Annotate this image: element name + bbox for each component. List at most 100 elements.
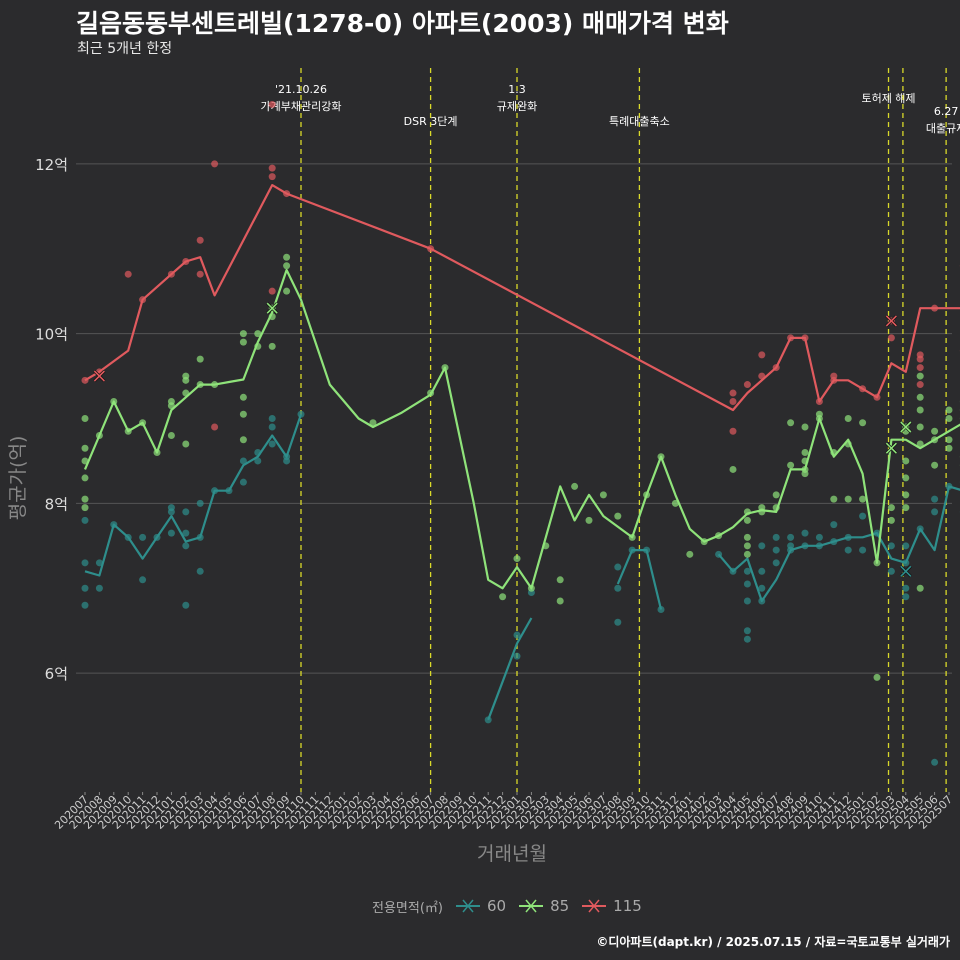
point-60 bbox=[196, 499, 204, 507]
point-60 bbox=[772, 533, 780, 541]
point-85 bbox=[902, 474, 910, 482]
point-85 bbox=[585, 516, 593, 524]
point-115 bbox=[268, 173, 276, 181]
series-line-60 bbox=[487, 617, 533, 721]
point-85 bbox=[167, 398, 175, 406]
point-85 bbox=[571, 482, 579, 490]
point-85 bbox=[182, 372, 190, 380]
series-line-115 bbox=[84, 184, 960, 412]
event-label: 규제완화 bbox=[497, 100, 537, 113]
legend-item-85: 85 bbox=[518, 896, 569, 916]
point-60 bbox=[830, 521, 838, 529]
point-60 bbox=[196, 567, 204, 575]
x-axis-title: 거래년월 bbox=[477, 843, 547, 865]
point-85 bbox=[254, 330, 262, 338]
point-85 bbox=[556, 576, 564, 584]
point-60 bbox=[787, 542, 795, 550]
y-axis: 6억 8억 10억 12억 bbox=[35, 156, 68, 683]
point-60 bbox=[95, 559, 103, 567]
point-115 bbox=[916, 381, 924, 389]
point-60 bbox=[239, 457, 247, 465]
point-115 bbox=[887, 334, 895, 342]
point-85 bbox=[499, 593, 507, 601]
point-85 bbox=[81, 474, 89, 482]
point-85 bbox=[945, 436, 953, 444]
x-axis: 2020072020082020092020102020112020122021… bbox=[52, 792, 955, 832]
legend-label-60: 60 bbox=[486, 897, 507, 915]
point-60 bbox=[297, 410, 305, 418]
point-60 bbox=[81, 584, 89, 592]
event-label: '21.10.26 bbox=[275, 83, 327, 96]
point-85 bbox=[801, 423, 809, 431]
point-60 bbox=[139, 576, 147, 584]
point-85 bbox=[743, 550, 751, 558]
point-60 bbox=[859, 546, 867, 554]
point-60 bbox=[182, 601, 190, 609]
point-115 bbox=[743, 381, 751, 389]
point-85 bbox=[239, 330, 247, 338]
marker-x-115 bbox=[885, 315, 897, 327]
point-85 bbox=[239, 338, 247, 346]
point-85 bbox=[513, 555, 521, 563]
point-60 bbox=[268, 415, 276, 423]
point-60 bbox=[931, 508, 939, 516]
point-60 bbox=[758, 584, 766, 592]
y-tick-label: 6억 bbox=[45, 665, 68, 683]
point-115 bbox=[268, 164, 276, 172]
point-60 bbox=[614, 563, 622, 571]
point-85 bbox=[556, 597, 564, 605]
point-85 bbox=[239, 436, 247, 444]
chart-title: 길음동동부센트레빌(1278-0) 아파트(2003) 매매가격 변화 bbox=[76, 9, 729, 38]
point-60 bbox=[887, 542, 895, 550]
point-85 bbox=[844, 415, 852, 423]
point-60 bbox=[614, 618, 622, 626]
point-60 bbox=[772, 546, 780, 554]
point-85 bbox=[196, 355, 204, 363]
point-60 bbox=[758, 542, 766, 550]
y-tick-label: 12억 bbox=[35, 156, 68, 174]
legend: 전용면적(㎡) 60 85 115 bbox=[372, 896, 646, 916]
point-115 bbox=[729, 427, 737, 435]
point-85 bbox=[743, 533, 751, 541]
chart-subtitle: 최근 5개년 한정 bbox=[77, 41, 173, 57]
point-60 bbox=[902, 542, 910, 550]
series-line-60 bbox=[616, 549, 663, 610]
point-60 bbox=[931, 495, 939, 503]
point-60 bbox=[772, 559, 780, 567]
point-115 bbox=[268, 287, 276, 295]
point-85 bbox=[743, 516, 751, 524]
event-label: 토허제 해제 bbox=[861, 91, 915, 105]
point-85 bbox=[931, 427, 939, 435]
point-60 bbox=[743, 635, 751, 643]
source-caption: ©디아파트(dapt.kr) / 2025.07.15 / 자료=국토교통부 실… bbox=[596, 935, 950, 949]
point-85 bbox=[945, 444, 953, 452]
point-85 bbox=[729, 465, 737, 473]
point-85 bbox=[815, 410, 823, 418]
point-60 bbox=[844, 546, 852, 554]
y-tick-label: 10억 bbox=[35, 326, 68, 344]
point-115 bbox=[196, 270, 204, 278]
point-85 bbox=[239, 410, 247, 418]
point-60 bbox=[182, 508, 190, 516]
point-115 bbox=[124, 270, 132, 278]
point-85 bbox=[599, 491, 607, 499]
legend-key-60 bbox=[455, 899, 480, 913]
point-60 bbox=[815, 533, 823, 541]
point-60 bbox=[931, 758, 939, 766]
event-label: 6.27 bbox=[934, 105, 959, 118]
event-label: 특례대출축소 bbox=[609, 115, 670, 128]
point-85 bbox=[686, 550, 694, 558]
point-85 bbox=[916, 372, 924, 380]
point-60 bbox=[743, 580, 751, 588]
point-60 bbox=[268, 423, 276, 431]
marker-x-115 bbox=[93, 370, 105, 382]
point-115 bbox=[729, 389, 737, 397]
legend-key-85 bbox=[519, 899, 544, 913]
point-85 bbox=[902, 457, 910, 465]
point-85 bbox=[268, 342, 276, 350]
point-60 bbox=[743, 597, 751, 605]
point-85 bbox=[283, 253, 291, 261]
point-115 bbox=[211, 160, 219, 168]
point-60 bbox=[887, 567, 895, 575]
